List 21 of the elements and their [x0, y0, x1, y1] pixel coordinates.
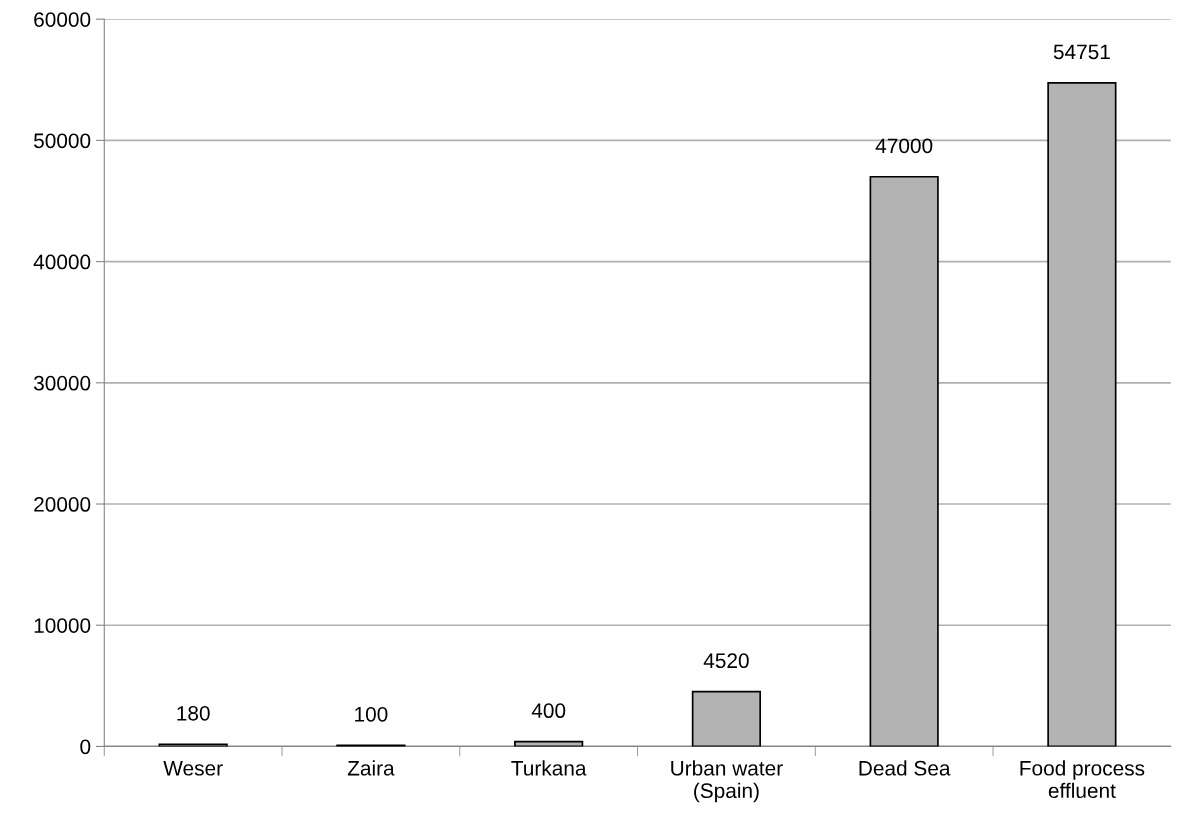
data-label: 4520 [703, 653, 749, 669]
data-label: 100 [355, 706, 388, 722]
y-tick-label: 30000 [33, 375, 91, 391]
x-tick-label: Food process effluent [1020, 760, 1145, 799]
y-tick-label: 0 [80, 739, 91, 755]
x-tick-label: Zaira [347, 760, 395, 776]
data-label: 47000 [875, 138, 933, 154]
bar [158, 743, 228, 747]
x-tick-label: Turkana [511, 760, 587, 776]
y-tick-label: 60000 [34, 12, 91, 27]
y-tick-label: 10000 [34, 618, 91, 633]
x-tick-label: Weser [163, 761, 223, 776]
data-label: 180 [177, 705, 210, 721]
y-tick-label: 20000 [34, 497, 91, 512]
data-label: 400 [531, 703, 566, 719]
x-tick-label: Urban water (Spain) [671, 760, 783, 803]
x-tick-label: Dead Sea [859, 760, 951, 776]
y-tick-label: 50000 [33, 133, 91, 149]
y-tick-label: 40000 [33, 254, 91, 270]
bar [691, 690, 762, 747]
data-label: 54751 [1053, 44, 1110, 60]
